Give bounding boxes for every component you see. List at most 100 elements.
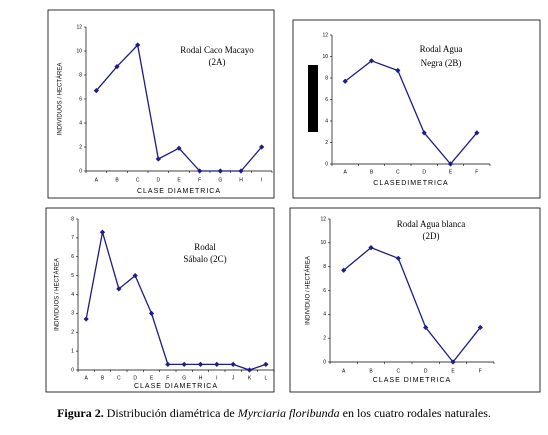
y-tick-label: 5 <box>71 273 74 279</box>
x-tick-label: J <box>232 375 235 381</box>
x-tick-label: A <box>95 177 99 183</box>
x-tick-label: D <box>157 177 161 183</box>
data-point <box>259 144 265 150</box>
data-point <box>93 88 99 94</box>
x-tick-label: D <box>422 169 426 175</box>
caption-text: Distribución diamétrica de <box>107 406 235 420</box>
y-tick-label: 6 <box>325 97 328 103</box>
y-tick-label: 0 <box>79 168 82 174</box>
y-tick-label: 4 <box>71 292 74 298</box>
chart-subtitle: (2D) <box>423 231 440 241</box>
data-point <box>230 361 236 367</box>
y-tick-label: 10 <box>76 48 82 54</box>
panel-frame <box>45 207 275 393</box>
y-tick-label: 2 <box>79 144 82 150</box>
x-tick-label: C <box>117 375 121 381</box>
y-tick-label: 0 <box>325 161 328 167</box>
data-point <box>474 130 480 136</box>
caption-species: Myrciaria floribunda <box>237 406 340 420</box>
x-tick-label: E <box>451 368 455 374</box>
data-point <box>395 67 401 74</box>
y-tick-label: 2 <box>325 140 328 146</box>
data-point <box>238 168 244 174</box>
y-tick-label: 8 <box>79 72 82 78</box>
y-axis-title: INDIVIDUOS / HECTÁREA <box>54 258 61 331</box>
caption-label: Figura 2. <box>57 406 104 420</box>
data-point <box>246 367 253 373</box>
y-tick-label: 0 <box>323 359 326 365</box>
series-line <box>344 60 478 166</box>
y-tick-label: 12 <box>320 216 326 222</box>
data-point <box>423 324 429 331</box>
data-point <box>114 64 120 70</box>
chart-title: Rodal Agua <box>420 44 463 54</box>
y-tick-label: 2 <box>323 335 326 341</box>
x-tick-label: K <box>248 375 252 381</box>
data-point <box>447 161 454 167</box>
data-point <box>176 145 182 151</box>
redaction-bar <box>308 65 318 132</box>
chart-subtitle: Negra (2B) <box>421 58 462 68</box>
chart-subtitle: Sábalo (2C) <box>183 254 226 264</box>
panel-frame <box>292 19 541 199</box>
x-tick-label: I <box>216 375 217 381</box>
caption-text: en los cuatro rodales naturales. <box>343 406 491 420</box>
series-line <box>343 246 481 364</box>
x-tick-label: C <box>396 169 400 175</box>
y-tick-label: 8 <box>71 216 74 222</box>
y-tick-label: 12 <box>76 24 82 30</box>
data-point <box>477 324 483 331</box>
panel-frame <box>289 207 541 393</box>
panel-frame <box>47 9 275 199</box>
x-tick-label: F <box>166 375 169 381</box>
y-tick-label: 4 <box>79 120 82 126</box>
x-tick-label: H <box>199 375 203 381</box>
x-tick-label: G <box>182 375 186 381</box>
data-point <box>197 168 203 174</box>
y-tick-label: 12 <box>322 32 328 38</box>
x-tick-label: G <box>218 177 222 183</box>
data-point <box>116 286 122 292</box>
y-tick-label: 8 <box>323 264 326 270</box>
data-point <box>395 255 401 261</box>
data-point <box>341 267 347 273</box>
data-point <box>342 78 348 84</box>
x-tick-label: I <box>261 177 262 183</box>
y-tick-label: 4 <box>325 118 328 124</box>
chart-title: Rodal <box>194 242 216 252</box>
y-tick-label: 6 <box>79 96 82 102</box>
y-axis-title: INDIVIDUOS / HECTÁREA <box>57 63 64 136</box>
x-tick-label: A <box>84 375 88 381</box>
data-point <box>148 310 155 316</box>
data-point <box>165 361 171 367</box>
x-tick-label: B <box>370 169 374 175</box>
chart-title: Rodal Agua blanca <box>397 219 465 229</box>
x-tick-label: F <box>198 177 201 183</box>
x-tick-label: E <box>449 169 453 175</box>
data-point <box>214 361 220 367</box>
x-tick-label: D <box>424 368 428 374</box>
series-line <box>95 43 263 172</box>
chart-subtitle: (2A) <box>209 57 226 67</box>
data-point <box>450 359 456 365</box>
y-tick-label: 8 <box>325 75 328 81</box>
chart-title: Rodal Caco Macayo <box>180 45 254 55</box>
x-tick-label: C <box>397 368 401 374</box>
data-point <box>421 130 427 136</box>
data-point <box>155 156 161 162</box>
data-point <box>263 361 269 367</box>
data-point <box>181 361 187 367</box>
data-point <box>197 361 204 367</box>
data-point <box>132 273 138 279</box>
x-axis-title: CLASEDIMETRICA <box>373 180 448 187</box>
x-axis-title: CLASE DIMETRICA <box>373 377 451 384</box>
y-tick-label: 7 <box>71 235 74 241</box>
y-tick-label: 1 <box>71 348 74 354</box>
y-tick-label: 6 <box>71 254 74 260</box>
series-line <box>85 232 267 371</box>
data-point <box>368 58 375 64</box>
y-tick-label: 4 <box>323 312 326 318</box>
x-tick-label: D <box>133 375 137 381</box>
data-point <box>83 316 89 322</box>
